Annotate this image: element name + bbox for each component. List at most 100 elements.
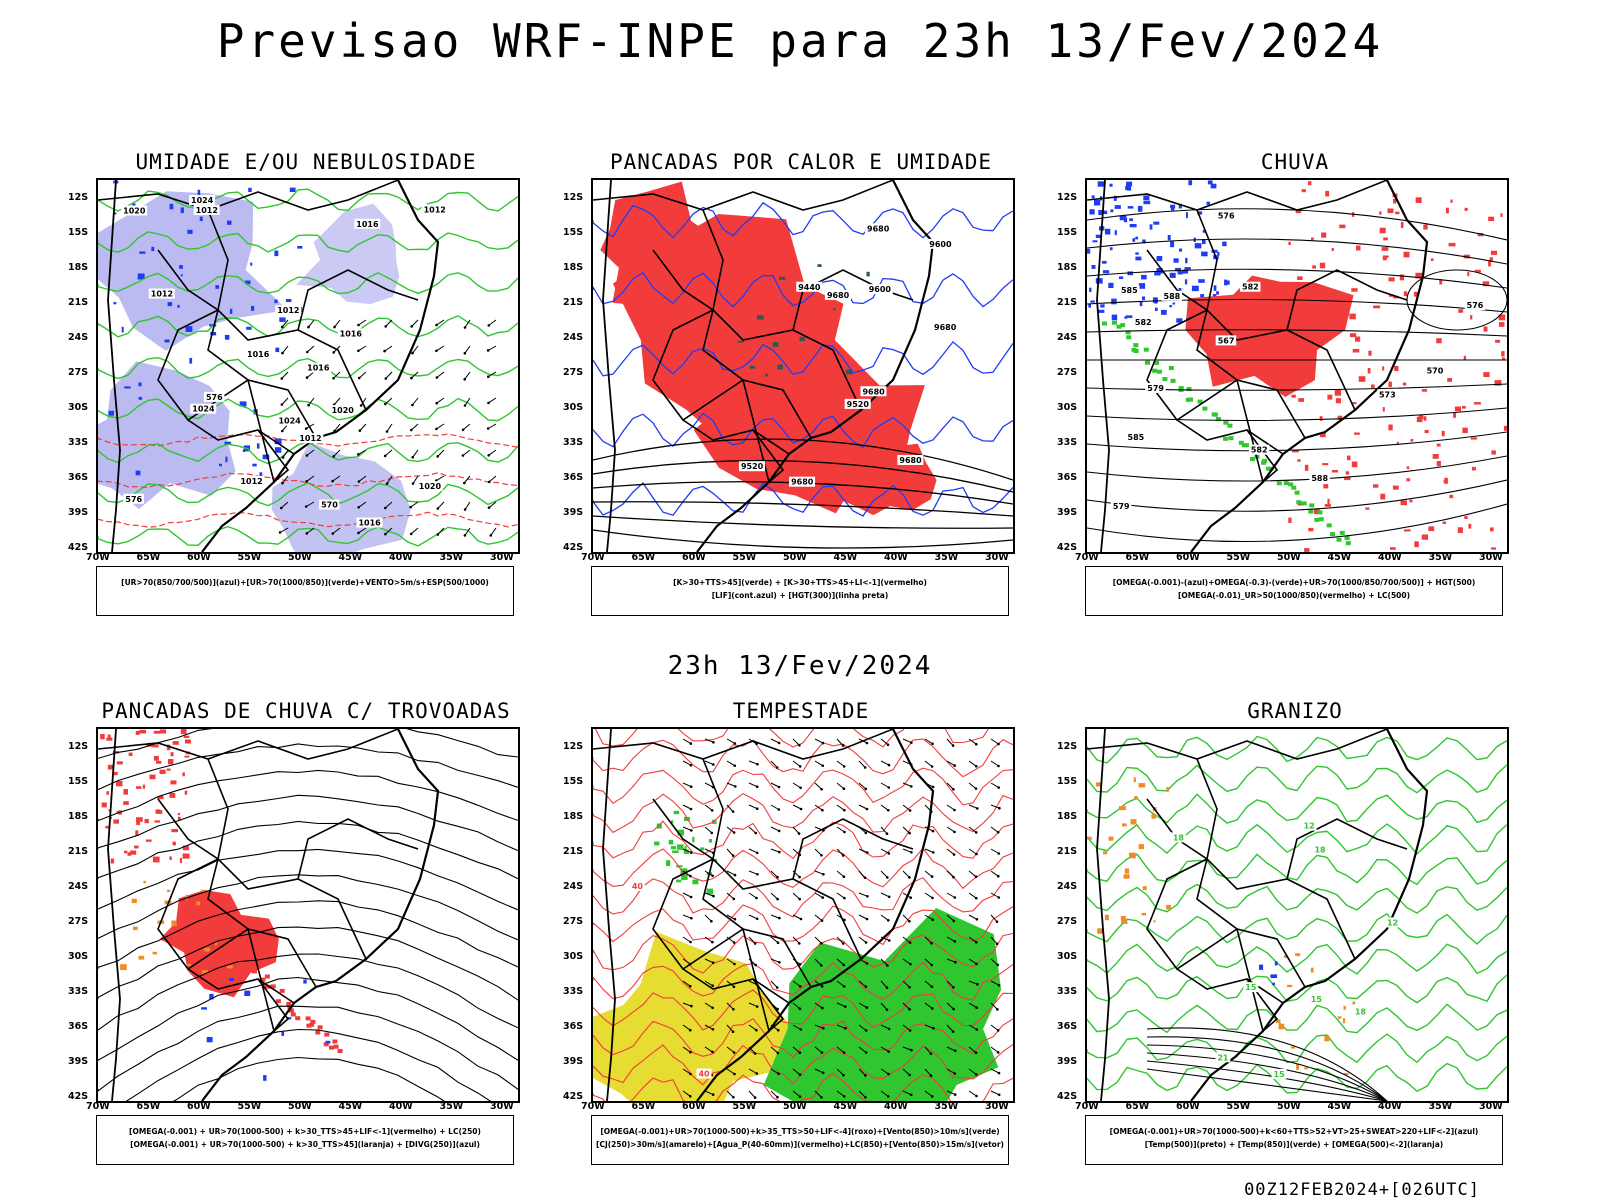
wind-vector: [410, 527, 419, 535]
temperature-500-contour: [1146, 1036, 1388, 1101]
thunderstorm-area: [100, 734, 105, 740]
wind-vector-head: [732, 985, 736, 989]
wind-vector-head: [887, 919, 890, 922]
wind-vector-head: [755, 1028, 758, 1032]
wind-vector-head: [910, 785, 913, 788]
thunderstorm-area: [317, 1025, 323, 1030]
thunderstorm-area: [184, 790, 188, 795]
country-border: [1087, 180, 1388, 211]
omega-orange-area: [1343, 1072, 1349, 1075]
rain-blue-area: [1135, 236, 1139, 240]
wind-vector-head: [997, 983, 1001, 987]
country-border: [187, 968, 295, 1004]
omega-orange-area: [1153, 920, 1156, 923]
geopotential-contour: [1087, 329, 1507, 337]
wind-vector-head: [931, 918, 934, 921]
wind-vector: [880, 892, 890, 898]
humidity-green-contour: [98, 315, 518, 338]
wind-vector-head: [710, 809, 714, 812]
wind-vector-head: [777, 808, 781, 811]
wind-vector-head: [712, 763, 715, 766]
wind-vector-head: [732, 897, 736, 901]
rain-green-area: [1314, 517, 1320, 522]
rain-red-area: [1345, 471, 1350, 475]
thunderstorm-area: [113, 819, 119, 824]
latitude-tick-label: 24S: [1057, 881, 1078, 892]
wind-vector: [358, 527, 367, 534]
wind-vector-head: [384, 506, 387, 510]
rain-green-area: [1330, 532, 1335, 537]
rain-red-area: [1488, 261, 1491, 267]
rain-green-area: [1112, 320, 1117, 325]
rain-red-area: [1331, 248, 1334, 251]
wind-vector: [792, 782, 801, 789]
wind-vector: [488, 371, 497, 378]
rain-blue-area: [1089, 209, 1095, 215]
wind-vector: [726, 1046, 735, 1053]
thunderstorm-area: [182, 853, 190, 859]
wind-vector-head: [756, 762, 759, 766]
wind-vector-head: [798, 875, 801, 879]
temperature-850-contour: [1087, 793, 1507, 824]
panel-title: TEMPESTADE: [732, 699, 870, 723]
contour-label: 1012: [277, 306, 299, 315]
wind-vector-head: [690, 829, 693, 832]
contour-label-bg: [1309, 472, 1330, 483]
streamline: [98, 848, 518, 911]
rain-blue-area: [1207, 180, 1213, 185]
wind-vector-head: [775, 986, 779, 989]
streamline: [98, 926, 518, 1001]
wind-vector-head: [689, 807, 693, 811]
contour-label-bg: [696, 1068, 712, 1079]
wind-vector: [792, 1024, 802, 1030]
contour-label-bg: [329, 404, 356, 415]
thunderstorm-area: [286, 1002, 292, 1006]
omega-orange-area: [1097, 928, 1103, 934]
rain-red-area: [1468, 523, 1472, 529]
humidity-dense-area: [169, 203, 174, 210]
low-level-jet-area: [677, 829, 685, 836]
rain-blue-area: [1104, 228, 1111, 235]
rain-blue-area: [1097, 181, 1105, 187]
wind-vector: [946, 804, 955, 811]
wind-vector: [858, 1046, 867, 1053]
wind-vector: [358, 345, 367, 352]
wind-vector: [880, 958, 888, 966]
streamline: [98, 953, 518, 1031]
map-plot: 588 588 585 582 582 585 582 579 576 573 570 567 579 5…: [1085, 178, 1509, 554]
rain-blue-area: [1201, 251, 1208, 257]
geopotential-contour: [1087, 298, 1507, 313]
longitude-tick-label: 50W: [783, 552, 807, 563]
low-level-jet-area: [700, 847, 705, 851]
thickness-contour: [98, 472, 518, 489]
rain-red-area: [1351, 288, 1358, 292]
legend-box: [OMEGA(-0.001) + UR>70(1000-500) + k>30_…: [96, 1115, 514, 1165]
wind-vector-head: [711, 984, 714, 987]
longitude-tick-label: 60W: [1176, 552, 1200, 563]
latitude-tick-label: 36S: [563, 472, 584, 483]
contour-label-bg: [148, 288, 175, 299]
wind-vector-head: [777, 1072, 780, 1076]
latitude-tick-label: 36S: [68, 472, 89, 483]
rain-blue-area: [1129, 218, 1133, 222]
contour-label: 9680: [899, 456, 922, 465]
wind-vector-head: [304, 427, 308, 430]
wind-vector: [333, 449, 341, 457]
wind-vector: [333, 371, 341, 379]
wind-vector-head: [887, 1027, 891, 1031]
wind-vector-head: [435, 349, 438, 353]
country-border: [187, 419, 295, 455]
longitude-tick-label: 35W: [934, 1101, 959, 1112]
wind-vector: [682, 1090, 691, 1097]
rain-blue-area: [1186, 212, 1188, 219]
wind-vector: [880, 914, 889, 921]
wind-vector: [488, 501, 497, 509]
thunderstorm-area: [237, 951, 243, 956]
wind-vector-head: [778, 850, 781, 854]
wind-vector: [726, 1090, 734, 1098]
wind-vector-head: [975, 742, 978, 746]
contour-label: 1020: [419, 482, 442, 491]
thunderstorm-area: [279, 988, 285, 993]
wind-vector: [282, 449, 289, 458]
rain-red-area: [1349, 313, 1356, 320]
